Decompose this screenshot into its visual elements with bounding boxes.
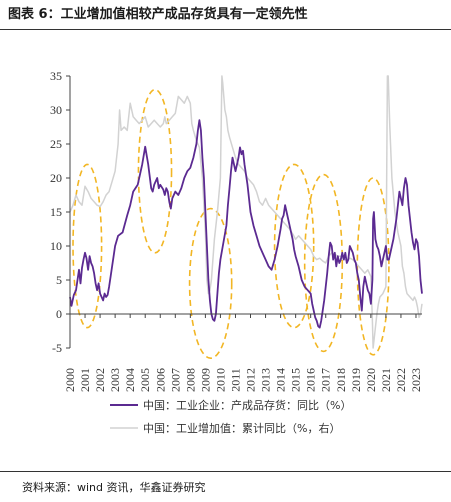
legend-label-1: 中国：工业企业：产成品存货：同比（%） bbox=[143, 398, 351, 412]
highlight-ellipse-5 bbox=[303, 173, 344, 353]
x-tick-label: 2010 bbox=[213, 368, 227, 392]
x-tick-label: 2016 bbox=[304, 368, 318, 392]
bottom-rule bbox=[0, 471, 451, 472]
series-line-industry bbox=[69, 75, 423, 349]
top-rule bbox=[0, 29, 451, 30]
x-tick-label: 2009 bbox=[198, 368, 212, 392]
y-tick-label: 10 bbox=[50, 239, 62, 253]
y-tick-label: 0 bbox=[56, 307, 62, 321]
x-tick-label: 2007 bbox=[168, 368, 182, 392]
highlight-ellipse-4 bbox=[273, 163, 315, 329]
x-tick-label: 2019 bbox=[349, 368, 363, 392]
series-line-inventory bbox=[69, 119, 423, 329]
x-tick-label: 2003 bbox=[108, 368, 122, 392]
highlight-ellipse-1 bbox=[72, 163, 103, 329]
axes-layer: -5 0 5 10 15 20 25 30 35 2000 2001 2002 2003 2004 2005… bbox=[50, 69, 423, 392]
y-tick-label: 15 bbox=[50, 205, 62, 219]
legend: 中国：工业企业：产成品存货：同比（%） 中国：工业增加值：累计同比（%，右） bbox=[110, 398, 351, 435]
y-tick-label: -5 bbox=[52, 341, 62, 355]
y-tick-label: 35 bbox=[50, 69, 62, 83]
highlight-ellipse-2 bbox=[137, 88, 173, 254]
ellipse-layer bbox=[72, 88, 390, 359]
highlight-ellipse-3 bbox=[188, 207, 233, 359]
x-tick-label: 2002 bbox=[93, 368, 107, 392]
x-tick-label: 2015 bbox=[289, 368, 303, 392]
x-tick-label: 2013 bbox=[259, 368, 273, 392]
x-tick-label: 2022 bbox=[394, 368, 408, 392]
y-tick-label: 5 bbox=[56, 273, 62, 287]
highlight-ellipse-6 bbox=[356, 177, 390, 356]
x-tick-label: 2018 bbox=[334, 368, 348, 392]
x-tick-label: 2005 bbox=[138, 368, 152, 392]
y-tick-label: 30 bbox=[50, 103, 62, 117]
x-tick-label: 2000 bbox=[63, 368, 77, 392]
x-tick-label: 2020 bbox=[364, 368, 378, 392]
x-tick-label: 2004 bbox=[123, 368, 137, 392]
y-tick-label: 25 bbox=[50, 137, 62, 151]
x-tick-label: 2021 bbox=[379, 368, 393, 392]
x-tick-label: 2006 bbox=[153, 368, 167, 392]
chart: -5 0 5 10 15 20 25 30 35 2000 2001 2002 2003 2004 2005… bbox=[50, 69, 423, 435]
legend-label-2: 中国：工业增加值：累计同比（%，右） bbox=[143, 421, 340, 435]
x-tick-label: 2008 bbox=[183, 368, 197, 392]
series-layer bbox=[69, 75, 423, 349]
x-tick-label: 2012 bbox=[244, 368, 258, 392]
x-tick-label: 2001 bbox=[78, 368, 92, 392]
x-tick-label: 2011 bbox=[228, 368, 242, 392]
y-tick-label: 20 bbox=[50, 171, 62, 185]
x-tick-label: 2023 bbox=[409, 368, 423, 392]
source-note: 资料来源：wind 资讯，华鑫证券研究 bbox=[22, 481, 206, 494]
page-title: 图表 6：工业增加值相较产成品存货具有一定领先性 bbox=[8, 7, 308, 22]
x-tick-label: 2014 bbox=[274, 368, 288, 392]
x-tick-label: 2017 bbox=[319, 368, 333, 392]
